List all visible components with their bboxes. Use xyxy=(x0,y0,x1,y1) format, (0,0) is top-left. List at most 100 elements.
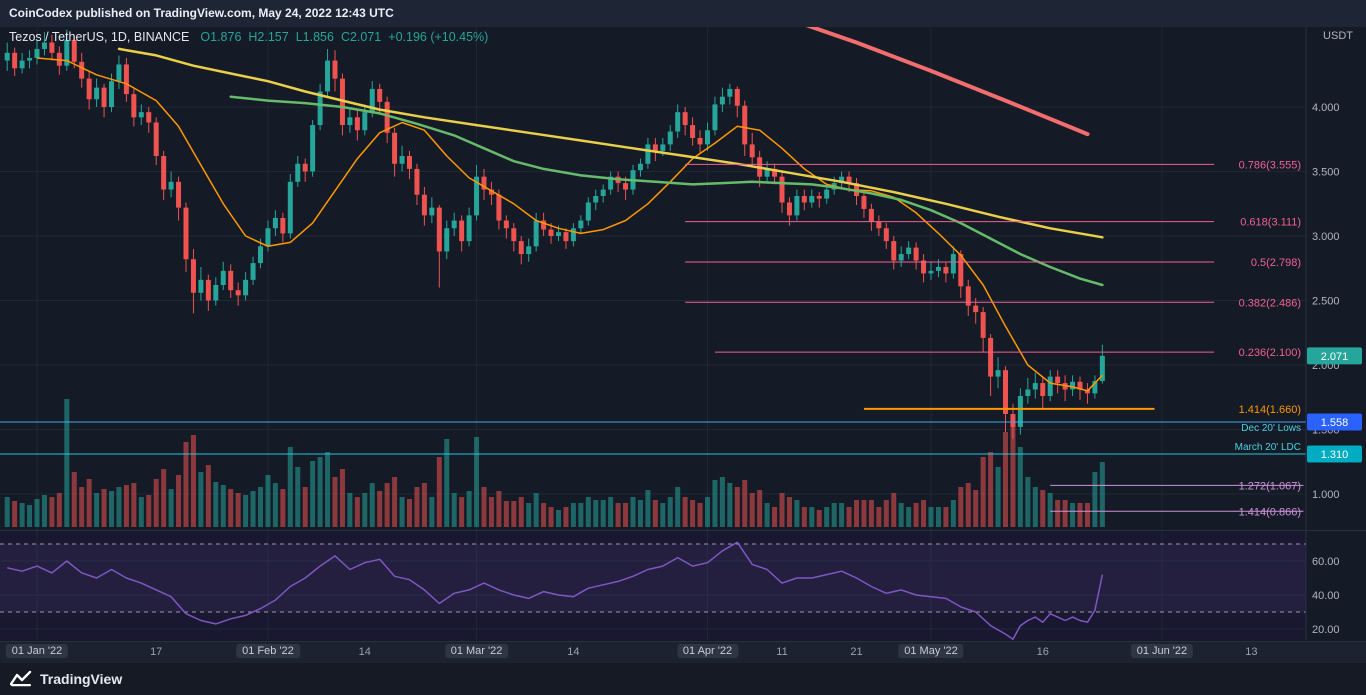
volume-bar xyxy=(1099,462,1105,527)
candle-body xyxy=(146,112,152,123)
time-tick-label: 14 xyxy=(567,646,580,658)
volume-bar xyxy=(675,487,681,527)
candle-body xyxy=(548,229,554,236)
volume-bar xyxy=(325,452,331,527)
price-tick-label: 3.500 xyxy=(1312,167,1340,179)
volume-bar xyxy=(690,500,696,527)
candle-body xyxy=(801,196,807,203)
volume-bar xyxy=(332,477,338,527)
candle-body xyxy=(436,207,442,252)
descending-trendline xyxy=(805,27,1090,137)
volume-bar xyxy=(1032,487,1038,527)
candle-body xyxy=(94,87,100,100)
volume-bar xyxy=(362,493,368,527)
candle-body xyxy=(1025,389,1031,396)
candle-body xyxy=(786,202,792,216)
volume-bar xyxy=(608,497,614,527)
volume-bar xyxy=(816,510,822,527)
candle-body xyxy=(1017,395,1023,427)
volume-bar xyxy=(772,507,778,527)
volume-bar xyxy=(310,461,316,527)
candle-body xyxy=(578,220,584,229)
volume-bar xyxy=(146,495,152,527)
candle-body xyxy=(1032,383,1038,390)
volume-bar xyxy=(64,399,70,527)
candle-body xyxy=(690,125,696,138)
candle-body xyxy=(295,163,301,182)
volume-bar xyxy=(705,497,710,527)
candle-body xyxy=(928,270,934,274)
candle-body xyxy=(1099,355,1105,381)
volume-bar xyxy=(1070,503,1076,527)
candle-body xyxy=(392,132,398,164)
volume-bar xyxy=(786,497,792,527)
rsi-tick-label: 20.00 xyxy=(1312,624,1340,636)
symbol-title[interactable]: Tezos / TetherUS, 1D, BINANCE xyxy=(9,30,190,44)
candle-body xyxy=(19,60,25,69)
candle-body xyxy=(488,189,494,195)
rsi-band xyxy=(0,544,1306,612)
volume-bar xyxy=(749,493,755,527)
candle-body xyxy=(399,156,405,164)
candle-body xyxy=(950,254,956,274)
volume-bar xyxy=(623,503,629,527)
footer-bar: TradingView xyxy=(0,663,1366,695)
candle-body xyxy=(861,196,867,209)
candle-body xyxy=(250,263,256,280)
volume-bar xyxy=(317,457,323,527)
candle-body xyxy=(258,246,263,264)
candle-body xyxy=(109,81,114,107)
price-tag-label: 1.310 xyxy=(1321,449,1349,461)
candle-body xyxy=(526,246,532,255)
tradingview-logo[interactable] xyxy=(10,670,32,688)
time-tick-label: 11 xyxy=(776,646,788,658)
volume-bar xyxy=(809,507,815,527)
price-tag xyxy=(1307,413,1362,431)
volume-bar xyxy=(213,482,219,527)
volume-bar xyxy=(474,437,480,527)
volume-bar xyxy=(958,487,964,527)
price-tag xyxy=(1307,347,1362,365)
main-chart[interactable]: 0.786(3.555) 0.618(3.111) 0.5(2.798) 0.382(… xyxy=(0,27,1366,641)
candle-body xyxy=(764,168,770,177)
time-tick-label: 01 Jan '22 xyxy=(5,644,69,658)
publish-banner: CoinCodex published on TradingView.com, … xyxy=(0,0,1366,27)
candle-body xyxy=(384,101,390,133)
volume-bar xyxy=(198,472,204,527)
volume-bar xyxy=(518,497,524,527)
volume-bar xyxy=(1003,432,1008,527)
candle-body xyxy=(474,176,480,216)
volume-bar xyxy=(444,439,450,527)
volume-bar xyxy=(742,480,748,527)
candle-body xyxy=(883,228,889,242)
candle-body xyxy=(541,220,547,230)
volume-bar xyxy=(928,507,934,527)
fib-level-label: 0.236(2.100) xyxy=(1239,347,1301,359)
support-line-note: Dec 20' Lows xyxy=(1241,423,1301,434)
time-tick-label: 16 xyxy=(1036,646,1049,658)
tradingview-wordmark[interactable]: TradingView xyxy=(40,671,123,687)
candle-body xyxy=(585,202,591,221)
volume-bar xyxy=(511,501,517,527)
price-tag-label: 1.558 xyxy=(1321,417,1349,429)
volume-bar xyxy=(600,500,606,527)
support-line-note: March 20' LDC xyxy=(1235,442,1301,453)
time-axis[interactable]: 01 Jan '22 17 01 Feb '22 14 01 Mar '22 14 01 A… xyxy=(0,641,1366,663)
volume-bar xyxy=(272,483,278,527)
candle-body xyxy=(205,279,211,301)
volume-bar xyxy=(563,507,569,527)
volume-bar xyxy=(280,489,286,527)
volume-bar xyxy=(1055,500,1061,527)
fib-level-label: 0.382(2.486) xyxy=(1239,297,1301,309)
candle-body xyxy=(652,144,658,151)
volume-bar xyxy=(1040,490,1046,527)
candle-body xyxy=(637,163,643,171)
volume-bar xyxy=(79,487,85,527)
volume-bar xyxy=(138,497,144,527)
fib-level-label: 1.414(0.866) xyxy=(1239,506,1301,518)
volume-bar xyxy=(12,501,18,527)
volume-bar xyxy=(1077,503,1083,527)
volume-bar xyxy=(168,489,174,527)
fib-level-label: 1.272(1.067) xyxy=(1239,480,1301,492)
